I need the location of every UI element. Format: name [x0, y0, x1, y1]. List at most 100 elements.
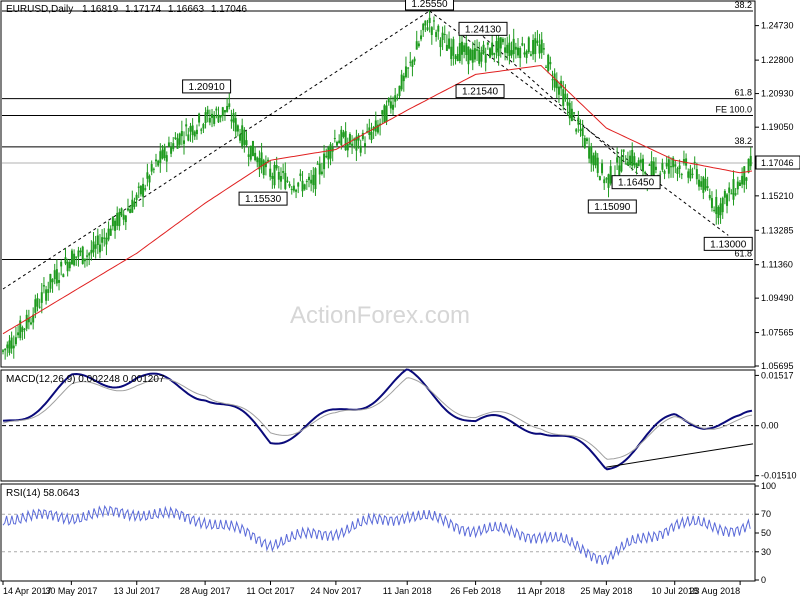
- candle-body: [271, 175, 274, 179]
- macd-panel-frame: [0, 369, 756, 482]
- candle-body: [598, 176, 601, 181]
- candle-body: [275, 165, 278, 169]
- x-tick-label: 23 Aug 2018: [690, 586, 741, 596]
- candle-body: [728, 187, 731, 193]
- candle-body: [635, 163, 638, 168]
- candle-body: [4, 348, 7, 351]
- candle-body: [325, 155, 328, 158]
- candle-body: [342, 132, 345, 137]
- candle-body: [348, 134, 351, 145]
- x-tick-label: 24 Nov 2017: [310, 586, 361, 596]
- candle-body: [361, 132, 364, 140]
- candle-body: [211, 113, 214, 118]
- candle-body: [81, 246, 84, 264]
- macd-panel: 0.01517 0.00 -0.01510 MACD(12,26,9) 0.0022…: [0, 368, 797, 482]
- candle-body: [114, 220, 117, 231]
- x-tick-label: 26 Feb 2018: [450, 586, 501, 596]
- candle-body: [221, 107, 224, 116]
- candle-body: [605, 178, 608, 180]
- candle-body: [618, 165, 621, 176]
- candle-body: [258, 158, 261, 170]
- rsi-panel-frame: [0, 483, 756, 582]
- candle-body: [310, 179, 313, 184]
- candle-body: [745, 177, 748, 181]
- x-tick-label: 25 May 2018: [580, 586, 632, 596]
- candle-body: [557, 86, 560, 95]
- candle-body: [741, 175, 744, 185]
- candle-body: [135, 194, 138, 200]
- candle-body: [312, 174, 315, 186]
- candle-body: [435, 32, 438, 38]
- candle-body: [254, 152, 257, 161]
- candle-body: [439, 40, 442, 48]
- candle-body: [116, 212, 119, 226]
- price-tick-label: 1.05695: [761, 361, 794, 371]
- candle-body: [510, 50, 513, 56]
- candle-body: [708, 195, 711, 199]
- candle-body: [336, 141, 339, 146]
- candle-body: [202, 123, 205, 129]
- candle-body: [195, 129, 198, 135]
- candle-body: [545, 66, 548, 68]
- candle-body: [585, 138, 588, 142]
- candle-body: [297, 182, 300, 187]
- candle-body: [519, 47, 522, 59]
- candle-body: [262, 160, 265, 176]
- candle-body: [499, 37, 502, 49]
- candle-body: [107, 228, 110, 240]
- candle-body: [60, 261, 63, 267]
- candle-body: [555, 79, 558, 89]
- candle-body: [575, 129, 578, 132]
- price-y-axis: 1.24730 1.22800 1.20930 1.19050 1.17046 1.152…: [755, 21, 800, 371]
- candle-body: [70, 250, 73, 265]
- candle-body: [404, 66, 407, 78]
- candle-body: [314, 168, 317, 190]
- candle-body: [450, 46, 453, 60]
- x-tick-label: 28 Aug 2017: [180, 586, 231, 596]
- candle-body: [301, 180, 304, 192]
- macd-title: MACD(12,26,9) 0.002248 0.001207: [6, 374, 165, 385]
- candle-body: [473, 48, 476, 60]
- candle-body: [146, 172, 149, 179]
- candle-body: [86, 255, 89, 257]
- candle-body: [588, 146, 591, 159]
- candle-body: [456, 53, 459, 62]
- candle-body: [672, 157, 675, 168]
- candle-body: [415, 41, 418, 50]
- candle-body: [2, 350, 4, 352]
- candle-body: [512, 38, 515, 55]
- candle-body: [187, 134, 190, 141]
- price-panel: ActionForex.com 1.255501.241301.215401.2…: [0, 0, 800, 371]
- x-tick-label: 10 Jul 2018: [651, 586, 698, 596]
- candle-body: [667, 159, 670, 174]
- candle-body: [234, 118, 237, 132]
- fib-label: 61.8: [734, 249, 752, 259]
- candle-body: [77, 250, 80, 257]
- candle-body: [396, 97, 399, 99]
- candle-body: [241, 125, 244, 147]
- candle-body: [284, 172, 287, 189]
- candle-body: [249, 145, 252, 160]
- candle-body: [504, 47, 507, 53]
- swing-label: 1.24130: [465, 24, 502, 35]
- candle-body: [626, 161, 629, 166]
- candle-body: [198, 113, 201, 123]
- price-tick-label: 1.13285: [761, 225, 794, 235]
- low-value: 1.16663: [168, 4, 205, 15]
- candle-body: [680, 174, 683, 176]
- candle-body: [49, 273, 52, 289]
- swing-label: 1.20910: [189, 82, 226, 93]
- candle-body: [654, 166, 657, 170]
- candle-body: [486, 42, 489, 45]
- candle-body: [700, 181, 703, 187]
- candle-body: [581, 127, 584, 137]
- candle-body: [420, 35, 423, 40]
- candle-body: [460, 41, 463, 55]
- candle-body: [200, 129, 203, 131]
- candle-body: [346, 143, 349, 151]
- candle-body: [96, 235, 99, 246]
- candle-body: [120, 208, 123, 216]
- candle-body: [66, 261, 69, 272]
- candle-body: [385, 105, 388, 122]
- candle-body: [523, 52, 526, 55]
